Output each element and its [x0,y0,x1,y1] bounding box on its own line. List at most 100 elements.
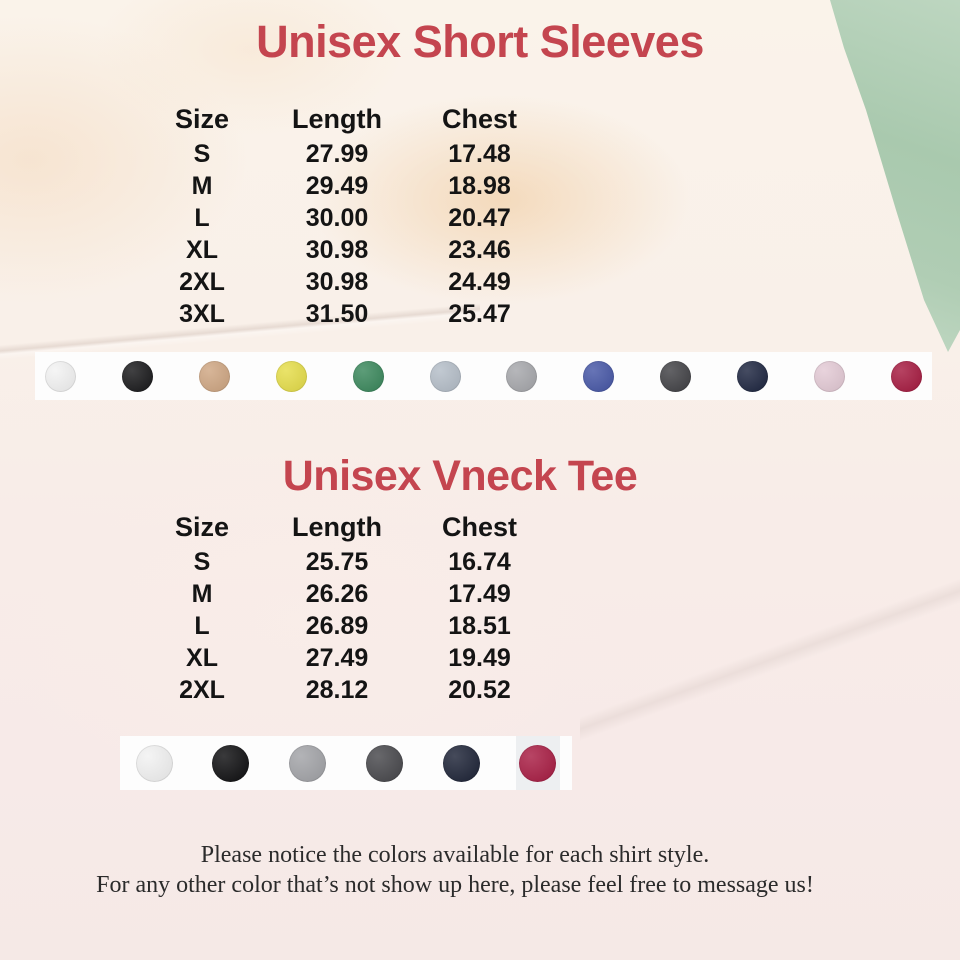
color-swatch-navy [737,360,769,392]
color-swatch-heather-blue [583,360,615,392]
size-cell: XL [186,236,218,264]
color-swatch-navy [442,744,480,782]
length-cell: 27.99 [305,140,369,168]
size-cell: L [194,612,210,640]
size-cell: L [194,204,210,232]
color-swatch-light-pink [814,360,846,392]
swatch-tile [362,736,406,790]
swatch-tile [209,736,253,790]
length-cell: 30.98 [305,268,369,296]
color-swatch-yellow [275,360,307,392]
swatch-tile [429,352,462,400]
section-title-vneck: Unisex Vneck Tee [282,452,638,500]
crew-neck-tee-icon [614,117,802,320]
color-swatch-dark-heather [365,744,403,782]
table-row: L 26.89 18.51 [142,610,547,642]
chest-cell: 24.49 [448,268,511,296]
color-swatch-strip-short-sleeves [35,352,932,400]
size-cell: S [193,140,211,168]
swatch-tile [44,352,77,400]
length-cell: 30.98 [305,236,369,264]
swatch-tile [890,352,923,400]
size-table-vneck: Size Length Chest S 25.75 16.74 M 26.26 17.49… [142,510,547,706]
footer-note-line2: For any other color that’s not show up h… [96,872,814,898]
color-swatch-light-slate [429,360,461,392]
size-cell: 2XL [179,676,225,704]
footer-note: Please notice the colors available for e… [0,840,910,900]
table-row: M 29.49 18.98 [142,170,547,202]
chest-cell: 17.49 [448,580,511,608]
length-cell: 26.89 [305,612,369,640]
color-swatch-cardinal-red [519,744,557,782]
length-cell: 29.49 [305,172,369,200]
swatch-tile [505,352,538,400]
table-row: XL 27.49 19.49 [142,642,547,674]
col-header-size: Size [174,104,230,134]
color-swatch-black [212,744,250,782]
footer-note-line1: Please notice the colors available for e… [200,842,710,868]
color-swatch-black [121,360,153,392]
swatch-tile [582,352,615,400]
chest-cell: 23.46 [448,236,511,264]
table-header-row: Size Length Chest [142,102,547,138]
chest-cell: 17.48 [448,140,511,168]
table-body: S 27.99 17.48 M 29.49 18.98 L 30.00 20.47 XL 30.98… [142,138,547,330]
color-swatch-heather-gray [289,744,327,782]
length-cell: 27.49 [305,644,369,672]
length-cell: 28.12 [305,676,369,704]
chest-cell: 19.49 [448,644,511,672]
table-row: L 30.00 20.47 [142,202,547,234]
chest-cell: 20.52 [448,676,511,704]
size-cell: 2XL [179,268,225,296]
color-swatch-strip-vneck [120,736,572,790]
col-header-chest: Chest [441,512,517,542]
table-row: S 25.75 16.74 [142,546,547,578]
col-header-length: Length [292,104,382,134]
swatch-tile [659,352,692,400]
size-table-short-sleeves: Size Length Chest S 27.99 17.48 M 29.49 18.98… [142,102,547,330]
size-cell: S [193,548,211,576]
col-header-chest: Chest [441,104,517,134]
chest-cell: 25.47 [448,300,511,328]
chest-cell: 20.47 [448,204,511,232]
chest-cell: 16.74 [448,548,511,576]
swatch-tile [286,736,330,790]
chest-cell: 18.51 [448,612,511,640]
color-swatch-heather-gray [506,360,538,392]
swatch-tile [813,352,846,400]
size-cell: 3XL [179,300,225,328]
col-header-length: Length [292,512,382,542]
table-row: 2XL 28.12 20.52 [142,674,547,706]
length-cell: 26.26 [305,580,369,608]
table-body: S 25.75 16.74 M 26.26 17.49 L 26.89 18.51 XL 27.49… [142,546,547,706]
chest-cell: 18.98 [448,172,511,200]
size-cell: M [191,172,213,200]
color-swatch-heather-green [352,360,384,392]
table-row: 2XL 30.98 24.49 [142,266,547,298]
color-swatch-heather-tan [198,360,230,392]
swatch-tile [275,352,308,400]
swatch-tile [198,352,231,400]
length-cell: 25.75 [305,548,369,576]
length-cell: 31.50 [305,300,369,328]
swatch-tile [736,352,769,400]
section-title-short-sleeves: Unisex Short Sleeves [256,16,704,67]
v-neck-tee-icon [604,529,776,720]
color-swatch-cardinal-red [890,360,922,392]
col-header-size: Size [174,512,230,542]
length-cell: 30.00 [305,204,369,232]
swatch-tile [352,352,385,400]
table-row: M 26.26 17.49 [142,578,547,610]
size-cell: XL [186,644,218,672]
color-swatch-white [135,744,173,782]
color-swatch-dark-heather [660,360,692,392]
table-row: 3XL 31.50 25.47 [142,298,547,330]
swatch-tile [121,352,154,400]
color-swatch-white [45,360,76,392]
swatch-tile [132,736,176,790]
table-row: S 27.99 17.48 [142,138,547,170]
swatch-tile [515,736,560,790]
size-cell: M [191,580,213,608]
swatch-tile [439,736,483,790]
